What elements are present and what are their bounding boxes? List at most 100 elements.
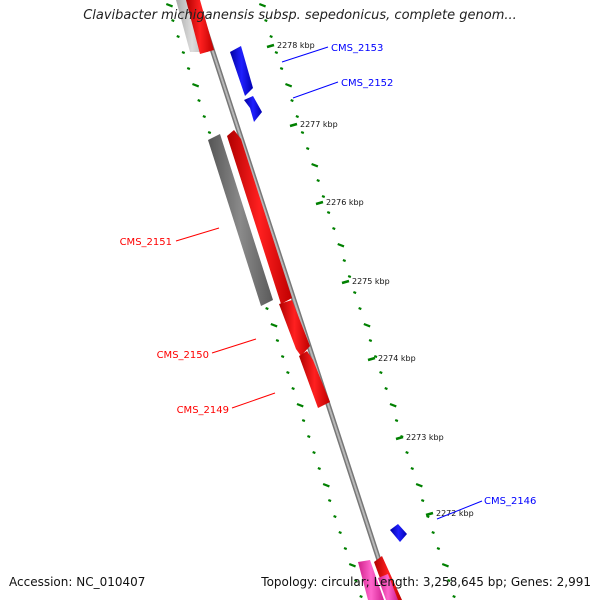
gc-tick [379, 370, 383, 375]
gc-tick [384, 386, 388, 391]
genes-value: 2,991 [556, 575, 591, 589]
gc-tick [354, 578, 358, 583]
gc-tick [165, 2, 174, 8]
gc-tick [192, 82, 200, 88]
gc-tick [197, 98, 201, 103]
gc-tick [202, 114, 206, 119]
gene-label-cms-2151[interactable]: CMS_2151 [120, 237, 172, 248]
gc-tick [326, 210, 331, 215]
gc-tick [280, 354, 285, 359]
gc-tick [300, 130, 305, 135]
gene-feature-forward [279, 300, 310, 356]
gene-features [176, 0, 407, 600]
gene-feature-forward [186, 0, 214, 54]
gene-feature-forward [299, 351, 330, 408]
gc-tick [347, 274, 352, 279]
scale-tick [367, 356, 376, 362]
gc-tick [176, 34, 180, 39]
gc-tick [359, 594, 363, 599]
genes-label: Genes: [510, 575, 553, 589]
page-title: Clavibacter michiganensis subsp. sepedon… [83, 8, 517, 23]
gc-tick [348, 562, 356, 568]
gc-tick [337, 242, 345, 248]
scale-track: 2278 kbp 2277 kbp 2276 kbp 2275 kbp 2274 kbp… [266, 41, 474, 518]
scale-label: 2276 kbp [326, 198, 364, 207]
gc-tick [186, 66, 191, 71]
gene-feature-reverse [390, 524, 407, 542]
gene-label-leader [436, 500, 483, 520]
length-label: Length: [373, 575, 420, 589]
gc-tick [338, 530, 342, 535]
gc-tick [405, 450, 409, 455]
gene-label-leader [211, 338, 257, 354]
gene-feature-forward [227, 130, 292, 304]
gc-tick [264, 18, 268, 23]
gc-tick [285, 82, 293, 88]
gc-tick [317, 466, 321, 471]
gene-label-cms-2153[interactable]: CMS_2153 [331, 43, 383, 54]
accession-label: Accession: [9, 575, 73, 589]
gene-feature-pseudo [208, 134, 273, 306]
gc-tick [333, 514, 337, 519]
scale-tick [395, 435, 404, 441]
gc-tick [363, 322, 371, 328]
gc-tick [295, 114, 299, 119]
gene-label-leader [175, 227, 220, 242]
gene-label-cms-2152[interactable]: CMS_2152 [341, 78, 393, 89]
gc-tick [358, 306, 362, 311]
gene-feature-misc [358, 560, 384, 600]
gc-tick [286, 370, 290, 375]
gc-tick [290, 98, 294, 103]
gc-tick [274, 50, 279, 55]
gc-tick [410, 466, 414, 471]
gc-tick [258, 2, 267, 8]
gene-label-cms-2146[interactable]: CMS_2146 [484, 496, 536, 507]
gc-tick [332, 226, 336, 231]
gc-tick [343, 546, 348, 551]
scale-label: 2272 kbp [436, 509, 474, 518]
gc-tick [436, 546, 441, 551]
gene-label-leader [231, 392, 276, 409]
gc-tick [316, 178, 320, 183]
gc-tick [296, 402, 304, 408]
gc-tick [327, 498, 332, 503]
gc-tick [452, 594, 456, 599]
gc-tick [291, 386, 295, 391]
gc-tick [321, 194, 326, 199]
gene-feature-reverse [230, 46, 253, 96]
gene-label-leader [281, 46, 329, 63]
gc-tick [307, 434, 311, 439]
gc-tick [171, 18, 175, 23]
gc-tick [373, 354, 378, 359]
scale-tick [315, 200, 324, 206]
scale-tick [289, 122, 298, 128]
gc-skew-track [165, 2, 456, 599]
gc-tick [394, 418, 399, 423]
gene-feature-misc [378, 574, 398, 600]
gc-tick [389, 402, 397, 408]
gene-label-track: CMS_2153 CMS_2152 CMS_2151 CMS_2150 CMS_2149… [120, 43, 536, 520]
scale-label: 2273 kbp [406, 433, 444, 442]
gc-tick [301, 418, 306, 423]
gene-label-leader [292, 81, 339, 99]
gc-tick [352, 290, 357, 295]
gc-tick [207, 130, 212, 135]
gc-tick [311, 162, 319, 168]
gene-label-cms-2150[interactable]: CMS_2150 [157, 350, 209, 361]
gc-tick [426, 514, 430, 519]
gc-tick [415, 482, 423, 488]
gene-label-cms-2149[interactable]: CMS_2149 [177, 405, 229, 416]
gc-tick [447, 578, 451, 583]
gc-tick [270, 322, 278, 328]
gc-tick [279, 66, 284, 71]
gc-tick [368, 338, 373, 343]
genome-summary: Topology: circular; Length: 3,258,645 bp… [261, 575, 591, 589]
gc-tick [312, 450, 316, 455]
topology-value: circular [321, 575, 366, 589]
gc-tick [431, 530, 435, 535]
length-value: 3,258,645 bp [422, 575, 503, 589]
genome-backbone-highlight [195, 0, 393, 600]
scale-label: 2277 kbp [300, 120, 338, 129]
gc-tick [342, 258, 347, 263]
